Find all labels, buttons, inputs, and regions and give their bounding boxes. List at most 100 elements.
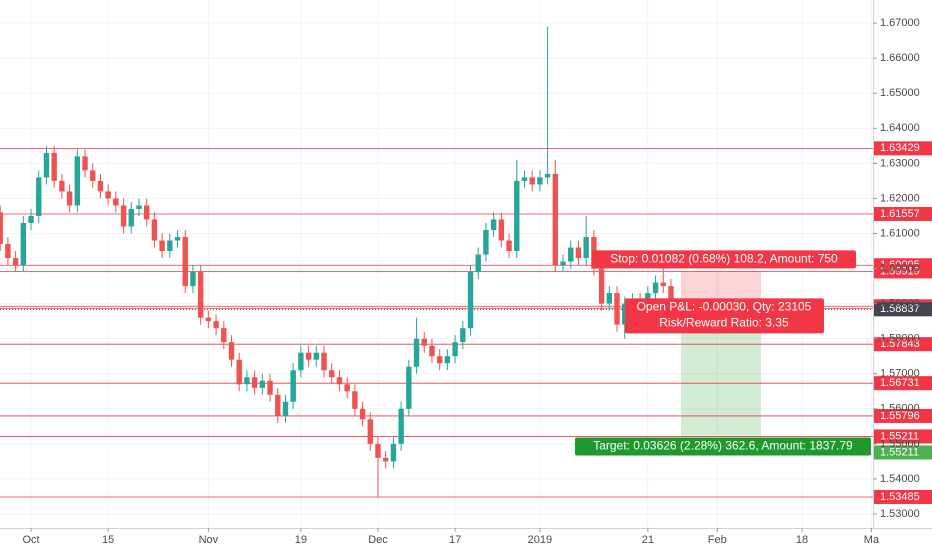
candle-body	[74, 156, 80, 206]
candle-body	[236, 359, 242, 385]
candle-body	[375, 443, 381, 458]
y-tick-label: 1.67000	[880, 17, 920, 29]
candle-body	[421, 338, 427, 346]
level-label: 1.59919	[880, 265, 920, 277]
level-label-bg	[874, 264, 932, 279]
y-tick-label: 1.66000	[880, 52, 920, 64]
candle-body	[28, 215, 34, 223]
candle-body	[329, 370, 335, 378]
candle-body	[97, 180, 104, 192]
candle-body	[120, 205, 127, 227]
y-tick-label: 1.56000	[880, 403, 920, 415]
price-label: 1.58837	[880, 303, 920, 315]
y-tick-label: 1.55000	[880, 438, 920, 450]
candle-body	[313, 352, 320, 360]
y-tick-label: 1.65000	[880, 87, 920, 99]
candle-body	[537, 177, 543, 185]
candle-body	[652, 282, 659, 294]
candle-body	[622, 303, 628, 325]
candle-body	[151, 219, 158, 241]
y-tick-label: 1.57000	[880, 368, 920, 380]
candle-body	[568, 247, 574, 262]
candle-body	[668, 286, 674, 310]
candle-body	[174, 237, 181, 241]
level-label-bg	[874, 141, 932, 156]
x-tick-label: 2019	[528, 534, 552, 546]
y-tick-label: 1.59000	[880, 298, 920, 310]
level-label-bg	[874, 408, 932, 423]
candle-body	[483, 229, 489, 255]
candle-body	[275, 394, 281, 416]
candle-body	[221, 328, 227, 343]
y-tick-label: 1.63000	[880, 157, 920, 169]
candle-body	[614, 293, 620, 325]
candle-body	[436, 356, 443, 364]
x-tick-label: Feb	[708, 534, 727, 546]
candle-body	[251, 377, 258, 388]
level-label-bg	[874, 376, 932, 391]
level-label: 1.53485	[880, 491, 920, 503]
stop-label-bg	[591, 250, 856, 269]
candle-body	[105, 191, 111, 199]
candle-body	[90, 170, 96, 181]
x-tick-label: Dec	[368, 534, 388, 546]
level-label-bg	[874, 429, 932, 444]
level-label: 1.57843	[880, 338, 920, 350]
candle-body	[606, 293, 612, 304]
candle-body	[82, 156, 88, 171]
candle-body	[506, 240, 512, 252]
y-tick-label: 1.53000	[880, 508, 920, 520]
target-price-bg	[874, 445, 932, 460]
level-label-bg	[874, 489, 932, 504]
candle-body	[290, 370, 296, 402]
level-label: 1.55211	[880, 430, 919, 442]
candle-body	[552, 173, 559, 266]
target-label-bg	[574, 437, 871, 456]
candle-body	[475, 254, 481, 273]
candle-body	[143, 205, 150, 220]
target-label: Target: 0.03626 (2.28%) 362.6, Amount: 1…	[593, 439, 853, 453]
candle-body	[406, 366, 412, 409]
pnl-label-bg	[624, 298, 824, 334]
x-tick-label: Nov	[199, 534, 219, 546]
candle-body	[267, 380, 273, 395]
candle-body	[59, 180, 65, 192]
x-tick-label: 21	[642, 534, 654, 546]
candle-body	[467, 272, 474, 329]
candle-body	[128, 208, 134, 227]
candle-body	[344, 384, 350, 392]
pnl-label: Open P&L: -0.00030, Qty: 23105	[637, 300, 812, 314]
y-tick-label: 1.60000	[880, 262, 920, 274]
labels: 1.634291.615571.600951.599191.589251.588…	[574, 141, 932, 504]
x-tick-label: 19	[295, 534, 307, 546]
candle-body	[352, 391, 358, 409]
candle-body	[66, 191, 73, 206]
candle-body	[660, 282, 666, 287]
candle-body	[182, 237, 188, 287]
candle-body	[444, 356, 451, 364]
candle-body	[321, 352, 327, 371]
candle-body	[228, 342, 235, 360]
target-price-label: 1.55211	[880, 446, 919, 458]
candle-body	[167, 240, 173, 252]
candle-body	[544, 173, 551, 178]
x-tick-label: 17	[449, 534, 461, 546]
candle-body	[583, 237, 589, 259]
candle-body	[575, 247, 582, 259]
level-label: 1.55796	[880, 410, 920, 422]
candle-body	[51, 152, 57, 181]
level-label-bg	[874, 337, 932, 352]
candle-body	[159, 240, 165, 252]
candle-body	[43, 152, 50, 178]
candle-body	[282, 401, 289, 416]
candle-body	[336, 377, 343, 385]
candle-body	[113, 198, 119, 206]
candle-body	[5, 244, 11, 259]
candle-body	[560, 261, 566, 266]
x-tick-label: Ma	[864, 534, 880, 546]
candle-body	[367, 419, 373, 444]
candle-body	[0, 212, 3, 245]
candle-body	[197, 272, 204, 318]
